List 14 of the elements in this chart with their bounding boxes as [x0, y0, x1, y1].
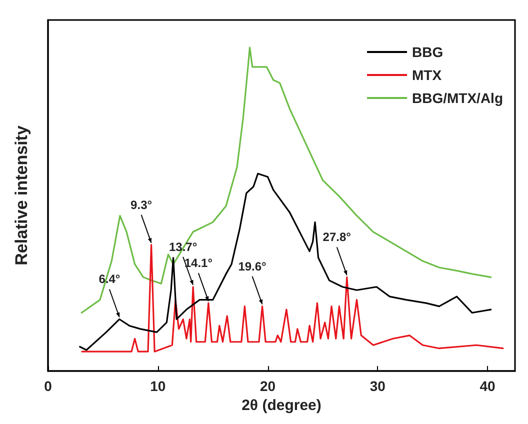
x-tick-label: 20	[260, 378, 276, 394]
legend-label: BBG	[412, 44, 444, 60]
x-tick-label: 30	[370, 378, 386, 394]
annotation: 27.8°	[322, 230, 352, 244]
annotation: 9.3°	[130, 198, 152, 212]
x-axis-title: 2θ (degree)	[242, 396, 322, 414]
legend-label: MTX	[412, 67, 442, 83]
x-tick-label: 40	[480, 378, 496, 394]
legend-label: BBG/MTX/Alg	[412, 90, 504, 106]
annotation: 19.6°	[238, 259, 267, 274]
y-axis-title: Relative intensity	[12, 125, 31, 266]
annotation: 14.1°	[184, 256, 213, 270]
x-tick-label: 10	[150, 378, 166, 394]
x-tick-label: 0	[44, 378, 52, 394]
